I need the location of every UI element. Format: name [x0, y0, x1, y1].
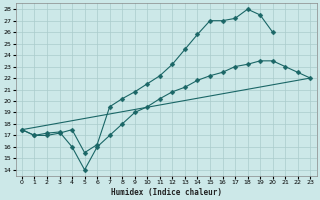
X-axis label: Humidex (Indice chaleur): Humidex (Indice chaleur): [111, 188, 221, 197]
